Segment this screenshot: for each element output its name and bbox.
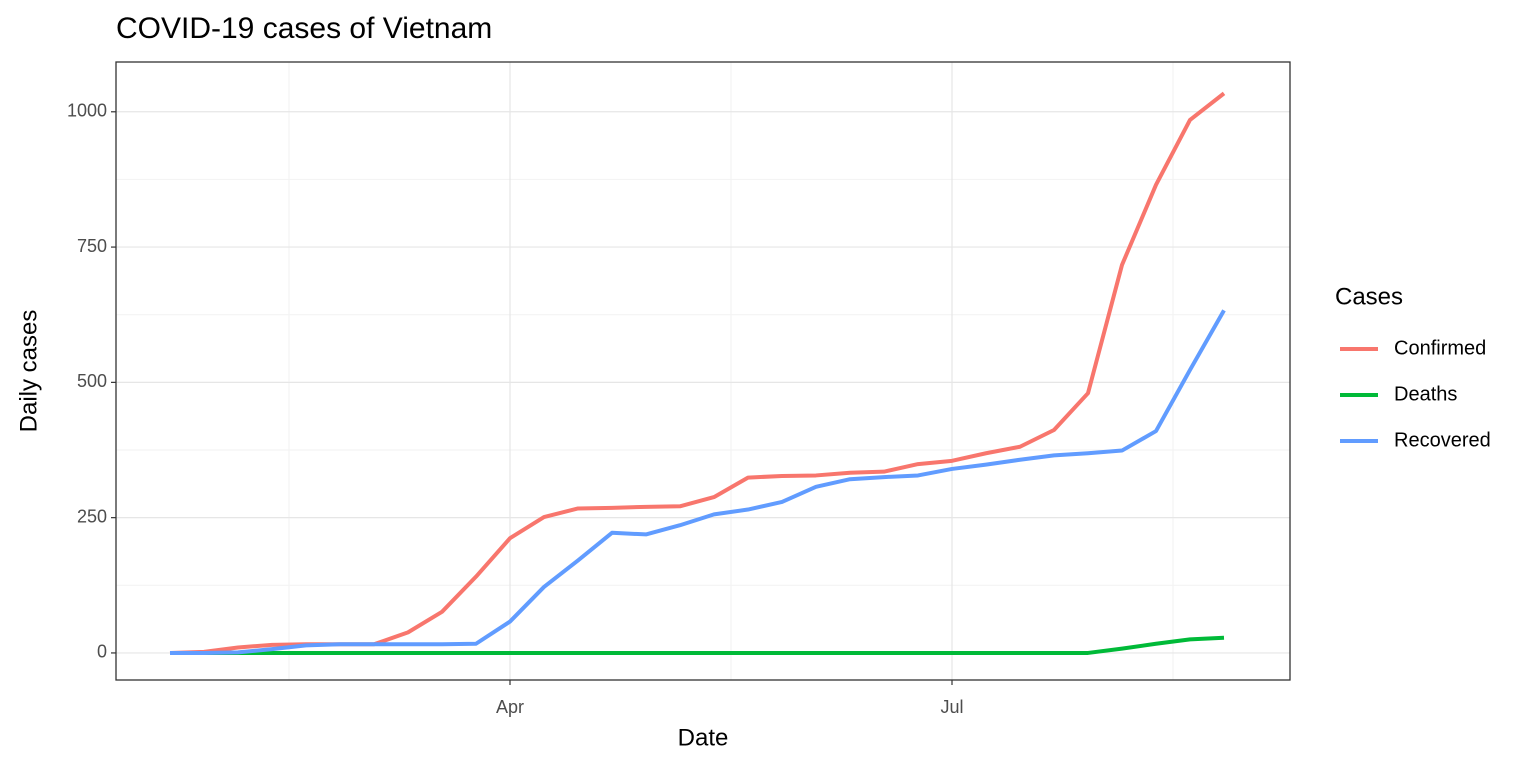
y-tick-label: 0 [97,642,107,662]
y-tick-label: 500 [77,371,107,391]
legend-label: Recovered [1394,429,1491,451]
panel-border [115,61,1291,681]
series-line [170,635,1225,655]
plot-area [116,62,1290,680]
x-tick-label: Apr [496,697,524,717]
series-line [170,309,1226,655]
series-line [169,91,1226,655]
legend: Confirmed Deaths Recovered [1340,337,1491,451]
y-axis-label: Daily cases [15,310,42,433]
chart-title: COVID-19 cases of Vietnam [116,12,492,45]
legend-title: Cases [1335,283,1403,310]
y-tick-label: 750 [77,236,107,256]
y-tick-label: 1000 [67,101,107,121]
x-tick-label: Jul [940,697,963,717]
legend-label: Confirmed [1394,337,1486,359]
legend-label: Deaths [1394,383,1457,405]
x-axis-label: Date [678,724,729,751]
y-tick-label: 250 [77,506,107,526]
